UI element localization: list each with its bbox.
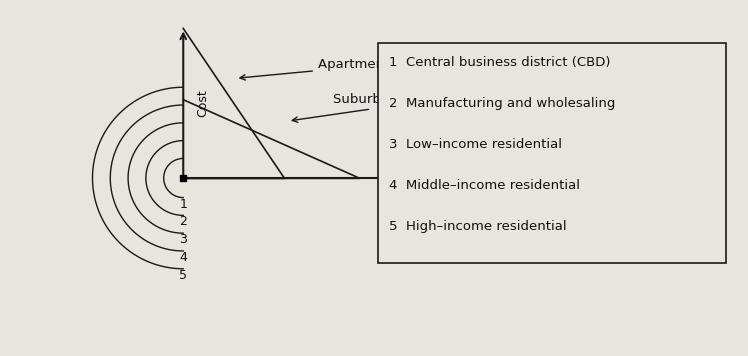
Text: 5  High–income residential: 5 High–income residential <box>389 220 566 232</box>
Text: 2: 2 <box>180 215 187 229</box>
Text: 2  Manufacturing and wholesaling: 2 Manufacturing and wholesaling <box>389 97 616 110</box>
FancyBboxPatch shape <box>378 43 726 263</box>
Text: Apartment buildings: Apartment buildings <box>240 58 454 80</box>
Text: 3  Low–income residential: 3 Low–income residential <box>389 138 562 151</box>
Text: Suburban single–family homes: Suburban single–family homes <box>292 93 538 122</box>
Text: 5: 5 <box>180 269 187 282</box>
Text: 3: 3 <box>180 233 187 246</box>
Text: 4: 4 <box>180 251 187 264</box>
Text: 1  Central business district (CBD): 1 Central business district (CBD) <box>389 56 610 69</box>
Text: Cost: Cost <box>197 89 209 117</box>
Text: 4  Middle–income residential: 4 Middle–income residential <box>389 179 580 192</box>
Text: Distance: Distance <box>426 172 481 184</box>
Text: 1: 1 <box>180 198 187 211</box>
